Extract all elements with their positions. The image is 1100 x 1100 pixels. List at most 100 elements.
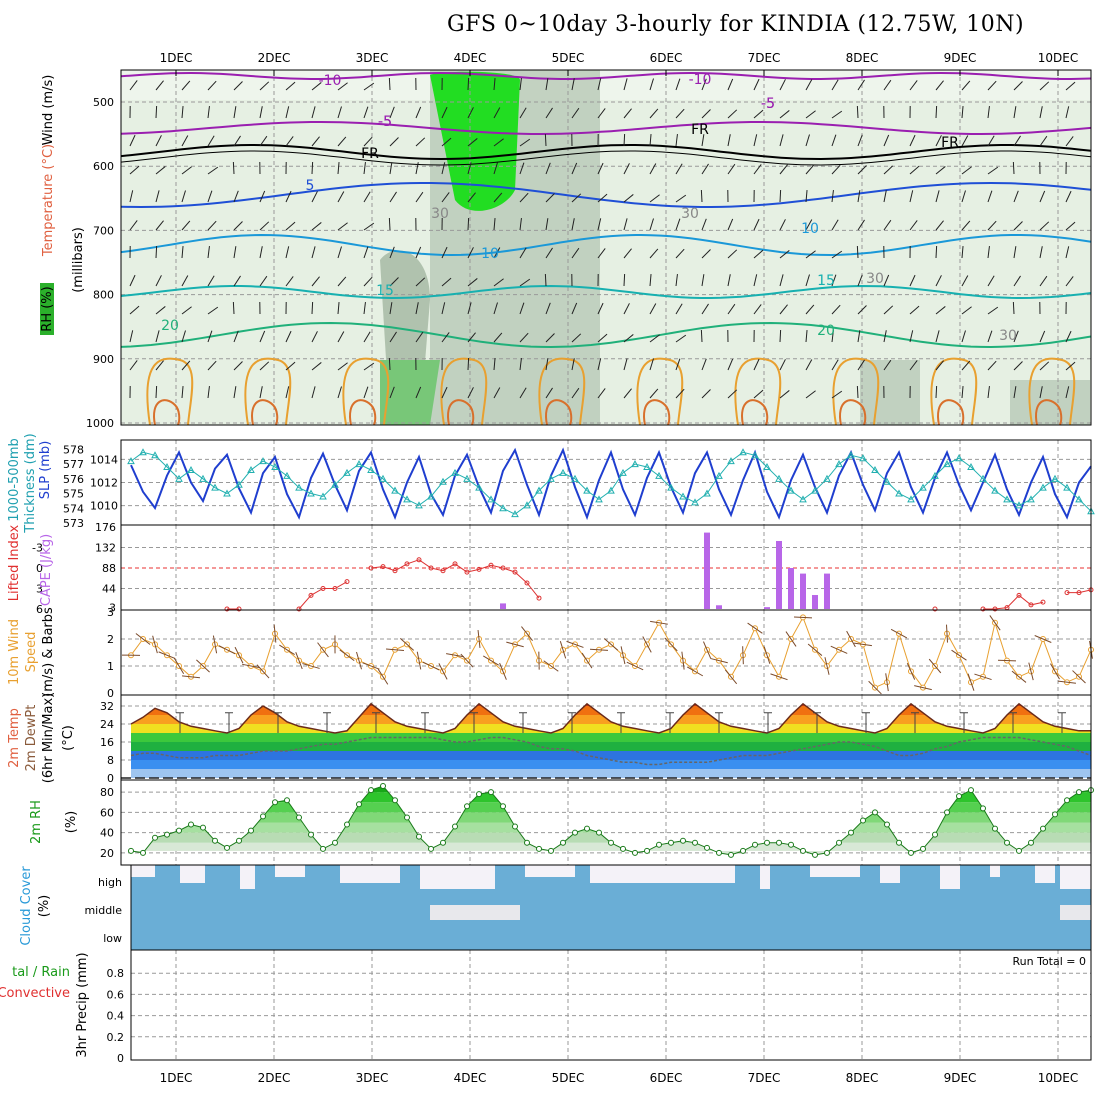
wind-barb [545,333,555,343]
thickness-line-marker [427,492,435,500]
thickness-line-marker [799,495,807,503]
wind-barb [597,218,602,231]
wind-barb [675,194,687,203]
rh-high-region [1010,380,1090,425]
rh-marker [572,829,578,836]
lifted-index-tick: 0 [36,562,43,575]
wind-barb [571,387,580,399]
wind-barb [388,217,391,231]
wind-barb [1013,361,1023,371]
wind-barb [129,360,138,371]
wind-barb [856,385,859,399]
surface-wind-barb [377,668,389,685]
wind-barb [961,166,972,175]
wind-barb [935,360,944,371]
cloud-gap-middle [1060,905,1091,920]
rh-marker [596,829,602,836]
wind-barb [493,162,498,175]
wind-barb [337,191,345,203]
rh-marker [476,791,482,798]
pressure-tick: 500 [93,96,114,109]
wind-barb [207,190,213,203]
wind-barb [753,274,758,287]
wind-tick: 2 [107,633,114,646]
wind-barb [389,331,397,343]
wind-barb [493,332,503,343]
precip-tick: 0.6 [107,988,125,1001]
lifted-index-tick: 6 [36,603,43,616]
wind-barb [935,166,946,175]
wind-barb [1039,81,1050,91]
contour-wind-speed [342,357,390,426]
lifted-index-line [370,559,540,599]
wind-barb [909,220,918,231]
thickness-line-marker [391,486,399,494]
wind-barb [961,330,966,343]
contour-label: FR [691,122,709,138]
wind-barb [233,221,243,231]
rh-marker [152,834,158,841]
thickness-line-marker [559,468,567,476]
rh-marker [656,841,662,848]
rh-marker [1076,789,1082,796]
wind-barb [441,192,450,203]
wind-barb [701,303,709,315]
wind-barb [259,106,263,119]
wind-barb [831,250,843,259]
date-label-bottom: 8DEC [846,1071,879,1085]
axis-label-thickness-layer: 1000-500mb [7,438,22,522]
rh-marker [332,839,338,846]
wind-barb [1013,275,1021,287]
rh-marker [680,837,686,844]
rh-marker [896,839,902,846]
rh-marker [884,821,890,828]
surface-wind-barb [885,673,889,692]
wind-barb [649,303,657,315]
thickness-line-marker [307,489,315,497]
contour-wind-speed [146,357,194,426]
rh-marker [812,851,818,858]
temperature-band [131,715,1091,724]
wind-barb [363,331,371,343]
rh-marker [296,814,302,821]
wind-barb [961,106,964,119]
rh-tick: 80 [100,786,114,799]
cloud-gap-high [940,865,960,889]
surface-wind-barb [951,649,967,661]
wind-barb [467,77,470,91]
contour-temp-20 [120,321,1092,349]
wind-barb [519,162,525,175]
panel-frame-upper [120,69,1092,426]
temp-tick: 32 [100,700,114,713]
thickness-line-marker [523,501,531,509]
temperature-band [131,724,1091,733]
wind-barb [129,134,136,147]
thickness-tick: 576 [63,473,84,486]
wind-barb [987,80,997,91]
contour-label: 15 [376,283,394,299]
rh-band [131,786,1091,793]
cape-tick: 176 [95,521,116,534]
thickness-line-marker [787,486,795,494]
rh-high-region [860,360,920,425]
axis-label-10m-wind: 10m Wind [7,619,22,685]
wind-barb [259,246,263,259]
wind-barb [259,275,268,287]
contour-wind-speed [832,357,880,426]
rh-marker [620,845,626,852]
contour-label: 5 [306,178,315,194]
contour-label: 30 [866,271,884,287]
surface-wind-barb [1058,680,1076,684]
contour-wind-speed-inner [839,399,867,426]
thickness-line-marker [1063,483,1071,491]
axis-label-precip-total: tal / Rain [12,965,70,980]
surface-wind-barb [868,680,882,695]
cape-tick: 3 [109,602,116,615]
wind-barb [961,360,971,371]
thickness-line-marker [583,486,591,494]
wind-barb [181,275,189,287]
wind-barb [259,361,270,371]
wind-barb [285,81,296,91]
contour-wind-speed-inner [251,399,279,426]
contour-temp-minus5 [120,121,1092,135]
